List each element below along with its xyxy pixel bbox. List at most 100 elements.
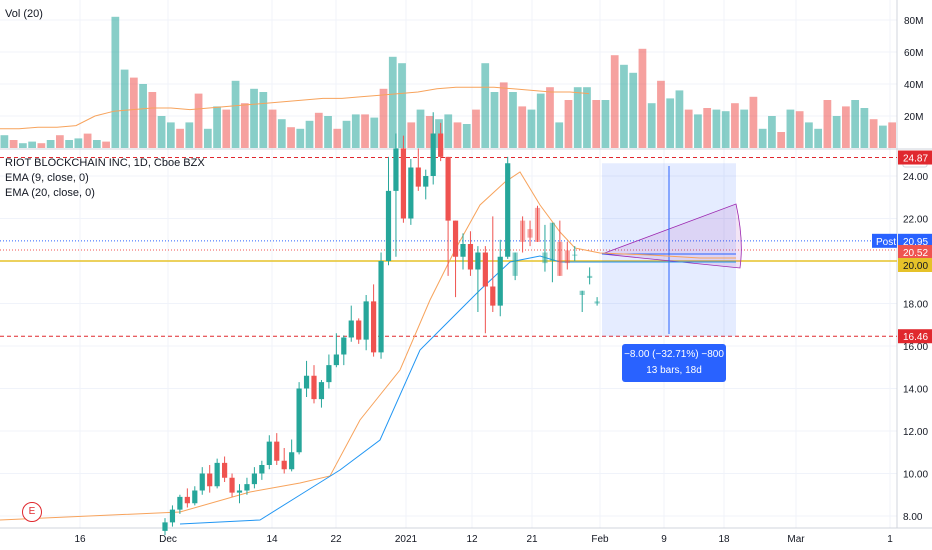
candle (497, 239, 503, 317)
candle (222, 456, 228, 482)
volume-bar (333, 128, 342, 148)
candle (460, 233, 466, 270)
candle-body (311, 375, 317, 400)
volume-bar (518, 106, 527, 148)
price-axis-label: 22.00 (903, 215, 928, 226)
candle-body (423, 176, 429, 187)
candle (184, 488, 190, 508)
volume-bar (879, 125, 887, 148)
candle-body (177, 496, 183, 510)
volume-bar (684, 109, 693, 148)
earnings-event-icon[interactable]: E (22, 502, 42, 522)
volume-bar (842, 106, 850, 148)
candle-body (408, 167, 414, 219)
price-axis-label: 14.00 (903, 385, 928, 396)
volume-legend: Vol (20) (5, 8, 43, 20)
time-axis-label: Mar (787, 534, 805, 545)
candle (587, 267, 593, 285)
candle-body (505, 163, 511, 257)
candle-body (385, 190, 392, 261)
level-badge-text: 20.00 (903, 261, 928, 272)
candle (348, 305, 354, 342)
candle-body (512, 252, 518, 276)
volume-bar (666, 98, 675, 148)
candle-body (229, 477, 235, 493)
price-axis-label: 18.00 (903, 300, 928, 311)
volume-bar (139, 84, 147, 148)
volume-bar (768, 116, 776, 148)
volume-bar (102, 141, 110, 148)
candle (333, 333, 339, 368)
volume-bar (129, 77, 138, 148)
candle (371, 284, 377, 357)
candle-body (452, 220, 459, 257)
candle (512, 252, 518, 281)
candle (356, 318, 362, 344)
volume-bar (407, 122, 416, 148)
price-axis-label: 16.00 (903, 342, 928, 353)
volume-bar (388, 56, 397, 148)
volume-bar (185, 122, 194, 148)
volume-bar (814, 128, 823, 148)
candle-body (371, 301, 377, 353)
candle (430, 112, 436, 185)
volume-bar (740, 109, 749, 148)
candle (311, 365, 317, 404)
last-price-badge (898, 244, 932, 259)
candle-body (490, 286, 496, 306)
volume-bar (148, 92, 157, 148)
post-tag (872, 233, 897, 248)
volume-bar (157, 116, 166, 148)
candle-body (244, 484, 250, 491)
candle (527, 220, 533, 247)
volume-bar (250, 88, 258, 148)
volume-bar (425, 116, 434, 148)
volume-axis-label: 40M (904, 80, 923, 91)
volume-bar (9, 140, 18, 148)
candle-body (199, 473, 205, 491)
candle-body (572, 254, 578, 256)
candle (341, 335, 347, 366)
volume-bar (675, 90, 684, 148)
ema20-line (179, 255, 736, 525)
volume-bar (351, 114, 360, 148)
candle (482, 246, 488, 334)
candle (415, 148, 421, 191)
measure-bars: 13 bars, 18d (646, 365, 702, 376)
volume-bar (398, 63, 406, 149)
fan-shape (601, 203, 742, 269)
candle-body (169, 509, 176, 523)
candle-body (527, 229, 533, 238)
volume-bar (601, 100, 610, 148)
time-axis-label: 9 (661, 534, 667, 545)
volume-bar (213, 106, 221, 148)
candle (326, 354, 332, 389)
candle (393, 133, 399, 257)
candle (564, 241, 570, 270)
volume-bar (721, 111, 730, 148)
candle-body (333, 354, 339, 366)
candle-body (162, 522, 168, 531)
volume-bar (564, 100, 573, 148)
candle-body (236, 490, 243, 493)
candle (266, 435, 272, 470)
volume-bar (573, 87, 582, 148)
time-axis-label: 21 (526, 534, 538, 545)
candle (378, 252, 384, 359)
candle-body (587, 275, 593, 278)
candle-body (251, 473, 257, 485)
candle (229, 473, 235, 497)
candle (534, 205, 541, 242)
support-badge (898, 329, 932, 344)
volume-bar (703, 108, 712, 148)
candle (423, 169, 429, 200)
volume-bar (795, 111, 804, 148)
volume-bar (657, 80, 665, 148)
candle-body (341, 337, 347, 355)
volume-bar (694, 114, 702, 148)
volume-bar (555, 122, 564, 148)
volume-bar (536, 93, 545, 148)
time-axis-label: 16 (74, 534, 86, 545)
volume-bar (416, 109, 425, 148)
